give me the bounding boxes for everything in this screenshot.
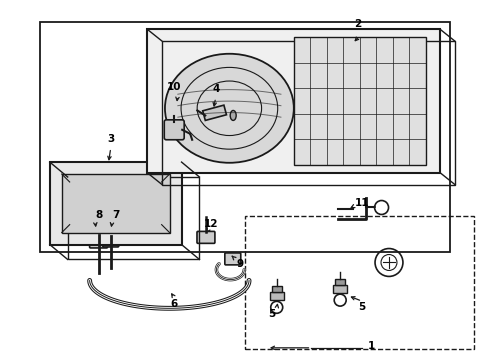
Bar — [162, 41, 455, 185]
Text: 11: 11 — [355, 198, 369, 208]
Text: 3: 3 — [107, 134, 114, 144]
Bar — [147, 30, 440, 173]
Bar — [50, 162, 182, 244]
Text: 5: 5 — [359, 302, 366, 312]
Text: 12: 12 — [203, 219, 218, 229]
FancyBboxPatch shape — [164, 120, 184, 140]
Bar — [68, 177, 199, 260]
Text: 1: 1 — [368, 341, 375, 351]
Text: 7: 7 — [112, 210, 120, 220]
FancyBboxPatch shape — [103, 234, 119, 247]
Bar — [333, 285, 347, 293]
Text: 10: 10 — [167, 82, 181, 93]
Text: 2: 2 — [354, 19, 361, 29]
Bar — [40, 22, 450, 252]
Ellipse shape — [230, 111, 236, 121]
Text: 6: 6 — [171, 299, 178, 309]
Text: 8: 8 — [95, 210, 102, 220]
FancyBboxPatch shape — [225, 253, 241, 265]
Text: 9: 9 — [237, 258, 244, 269]
Bar — [294, 37, 426, 165]
Bar — [203, 105, 226, 121]
Bar — [272, 287, 282, 292]
Bar — [335, 279, 345, 285]
Bar — [62, 174, 170, 233]
Bar — [270, 292, 284, 300]
Bar — [245, 216, 474, 348]
Text: 5: 5 — [268, 310, 275, 319]
FancyBboxPatch shape — [90, 234, 107, 248]
Text: 4: 4 — [212, 84, 220, 94]
Ellipse shape — [165, 54, 294, 163]
FancyBboxPatch shape — [197, 231, 215, 243]
